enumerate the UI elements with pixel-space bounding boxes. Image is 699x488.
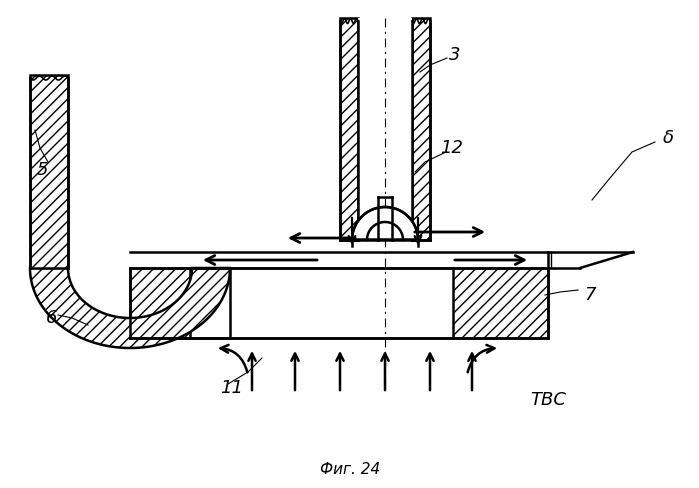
Polygon shape — [130, 268, 190, 338]
Text: 6: 6 — [46, 309, 58, 327]
Text: ТВС: ТВС — [530, 391, 566, 409]
Polygon shape — [352, 207, 418, 240]
Text: 12: 12 — [440, 139, 463, 157]
Text: 5: 5 — [36, 161, 48, 179]
Polygon shape — [358, 18, 412, 240]
Text: δ: δ — [663, 129, 674, 147]
Polygon shape — [412, 18, 430, 240]
Polygon shape — [30, 75, 68, 268]
Text: 3: 3 — [449, 46, 461, 64]
Polygon shape — [453, 268, 548, 338]
Polygon shape — [340, 18, 358, 240]
Text: 11: 11 — [220, 379, 243, 397]
Text: Фиг. 24: Фиг. 24 — [320, 463, 380, 477]
Polygon shape — [30, 268, 230, 348]
Text: 7: 7 — [584, 286, 596, 304]
